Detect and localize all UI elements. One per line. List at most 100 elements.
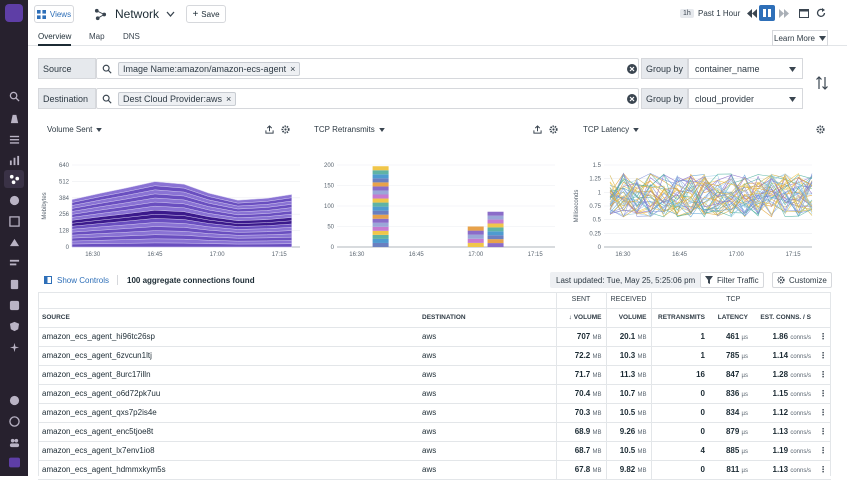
destination-group-by-select[interactable]: cloud_provider: [688, 88, 803, 109]
cell-latency: 879 µs: [709, 422, 752, 442]
watchdog-icon[interactable]: [8, 112, 20, 124]
cell-source[interactable]: amazon_ecs_agent_lx7env1io8: [38, 441, 418, 461]
refresh-icon[interactable]: [816, 8, 826, 18]
source-filter-input[interactable]: Image Name:amazon/amazon-ecs-agent ×: [96, 58, 639, 79]
row-menu-icon[interactable]: ⋮: [815, 460, 831, 480]
table-row[interactable]: amazon_ecs_agent_8urc17illn aws 71.7 MB 11.…: [38, 365, 831, 385]
source-filter-chip[interactable]: Image Name:amazon/amazon-ecs-agent ×: [118, 62, 301, 76]
step-forward-icon[interactable]: [779, 9, 789, 18]
tcp-retransmits-chart: 0 50 100 150 200 16:30 16:45 17:00 17:15: [324, 163, 555, 258]
latency-series-line: [609, 179, 813, 214]
bar-segment: [372, 206, 389, 211]
table-row[interactable]: amazon_ecs_agent_lx7env1io8 aws 68.7 MB 10.…: [38, 441, 831, 461]
row-menu-icon[interactable]: ⋮: [815, 403, 831, 423]
bar-segment: [487, 227, 504, 232]
row-menu-icon[interactable]: ⋮: [815, 365, 831, 385]
chart-title-volume-sent[interactable]: Volume Sent: [47, 125, 103, 134]
events-icon[interactable]: [8, 133, 20, 145]
views-button[interactable]: Views: [34, 5, 74, 23]
datadog-logo-icon[interactable]: [5, 4, 23, 22]
integrations-icon[interactable]: [8, 341, 20, 353]
cell-source[interactable]: amazon_ecs_agent_hi96tc26sp: [38, 327, 418, 347]
table-row[interactable]: amazon_ecs_agent_o6d72pk7uu aws 70.4 MB 10.…: [38, 384, 831, 404]
row-menu-icon[interactable]: ⋮: [815, 384, 831, 404]
save-button[interactable]: + Save: [186, 5, 226, 23]
swap-icon[interactable]: [816, 76, 828, 90]
security-icon[interactable]: [8, 320, 20, 332]
calendar-icon[interactable]: [799, 8, 809, 18]
search-icon[interactable]: [8, 90, 20, 102]
export-icon[interactable]: [533, 125, 542, 134]
cell-source[interactable]: amazon_ecs_agent_qxs7p2is4e: [38, 403, 418, 423]
time-range-label[interactable]: Past 1 Hour: [698, 9, 741, 18]
dashboards-icon[interactable]: [8, 154, 20, 166]
export-icon[interactable]: [265, 125, 274, 134]
row-menu-icon[interactable]: ⋮: [815, 441, 831, 461]
col-source[interactable]: SOURCE: [38, 308, 418, 328]
synthetics-icon[interactable]: [8, 299, 20, 311]
filter-traffic-button[interactable]: Filter Traffic: [700, 272, 764, 288]
learn-more-button[interactable]: Learn More: [772, 30, 828, 46]
team-icon[interactable]: [8, 436, 20, 448]
gear-icon[interactable]: [549, 125, 558, 134]
view-tabs: Overview Map DNS: [28, 30, 847, 46]
customize-button[interactable]: Customize: [772, 272, 832, 288]
cell-volume-received: 10.5 MB: [605, 441, 651, 461]
table-row[interactable]: amazon_ecs_agent_enc5tjoe8t aws 68.9 MB 9.2…: [38, 422, 831, 442]
cell-value: 0: [700, 389, 705, 398]
cell-source[interactable]: amazon_ecs_agent_8urc17illn: [38, 365, 418, 385]
chart-title-tcp-retransmits[interactable]: TCP Retransmits: [314, 125, 385, 134]
destination-filter-chip[interactable]: Dest Cloud Provider:aws ×: [118, 92, 237, 106]
tab-dns[interactable]: DNS: [123, 32, 140, 41]
clear-icon[interactable]: [627, 94, 637, 104]
cell-volume-received: 10.7 MB: [605, 384, 651, 404]
bar-segment: [467, 242, 484, 247]
row-menu-icon[interactable]: ⋮: [815, 422, 831, 442]
gear-icon[interactable]: [281, 125, 290, 134]
cell-source[interactable]: amazon_ecs_agent_hdmmxkym5s: [38, 460, 418, 480]
chart-title-tcp-latency[interactable]: TCP Latency: [583, 125, 639, 134]
destination-group-value: cloud_provider: [695, 93, 755, 104]
notebooks-icon[interactable]: [8, 278, 20, 290]
row-menu-icon[interactable]: ⋮: [815, 327, 831, 347]
col-destination[interactable]: DESTINATION: [418, 308, 556, 328]
col-latency[interactable]: LATENCY: [709, 308, 752, 328]
table-row[interactable]: amazon_ecs_agent_qxs7p2is4e aws 70.3 MB 10.…: [38, 403, 831, 423]
col-est-conns[interactable]: EST. CONNS. / S: [752, 308, 815, 328]
avatar[interactable]: [5, 454, 23, 470]
cell-source[interactable]: amazon_ecs_agent_6zvcun1ltj: [38, 346, 418, 366]
monitors-icon[interactable]: [8, 194, 20, 206]
cell-unit: MB: [592, 392, 602, 398]
cell-retransmits: 1: [650, 327, 709, 347]
pause-button[interactable]: [759, 5, 775, 21]
step-back-icon[interactable]: [747, 9, 757, 18]
row-menu-icon[interactable]: ⋮: [815, 346, 831, 366]
apm-icon[interactable]: [8, 236, 20, 248]
remove-chip-icon[interactable]: ×: [290, 64, 296, 74]
cell-source[interactable]: amazon_ecs_agent_enc5tjoe8t: [38, 422, 418, 442]
tab-overview[interactable]: Overview: [38, 32, 72, 46]
table-row[interactable]: amazon_ecs_agent_hdmmxkym5s aws 67.8 MB 9.8…: [38, 460, 831, 480]
help-icon[interactable]: [8, 415, 20, 427]
table-row[interactable]: amazon_ecs_agent_hi96tc26sp aws 707 MB 20.1…: [38, 327, 831, 347]
network-icon[interactable]: [4, 170, 24, 188]
clear-icon[interactable]: [627, 64, 637, 74]
chat-icon[interactable]: [8, 394, 20, 406]
logs-icon[interactable]: [8, 257, 20, 269]
x-tick-label: 17:15: [786, 252, 802, 258]
tab-map[interactable]: Map: [89, 32, 105, 41]
col-retransmits[interactable]: RETRANSMITS: [650, 308, 709, 328]
col-volume-received[interactable]: VOLUME: [605, 308, 651, 328]
infrastructure-icon[interactable]: [8, 215, 20, 227]
destination-filter-input[interactable]: Dest Cloud Provider:aws ×: [96, 88, 639, 109]
source-group-by-select[interactable]: container_name: [688, 58, 803, 79]
col-volume-sent[interactable]: ↓ VOLUME: [555, 308, 606, 328]
chevron-down-icon[interactable]: [166, 11, 175, 17]
gear-icon[interactable]: [816, 125, 825, 134]
cell-source[interactable]: amazon_ecs_agent_o6d72pk7uu: [38, 384, 418, 404]
table-row[interactable]: amazon_ecs_agent_6zvcun1ltj aws 72.2 MB 10.…: [38, 346, 831, 366]
cell-unit: MB: [637, 430, 647, 436]
remove-chip-icon[interactable]: ×: [226, 94, 232, 104]
show-controls-button[interactable]: Show Controls: [44, 272, 109, 288]
cell-retransmits: 16: [650, 365, 709, 385]
